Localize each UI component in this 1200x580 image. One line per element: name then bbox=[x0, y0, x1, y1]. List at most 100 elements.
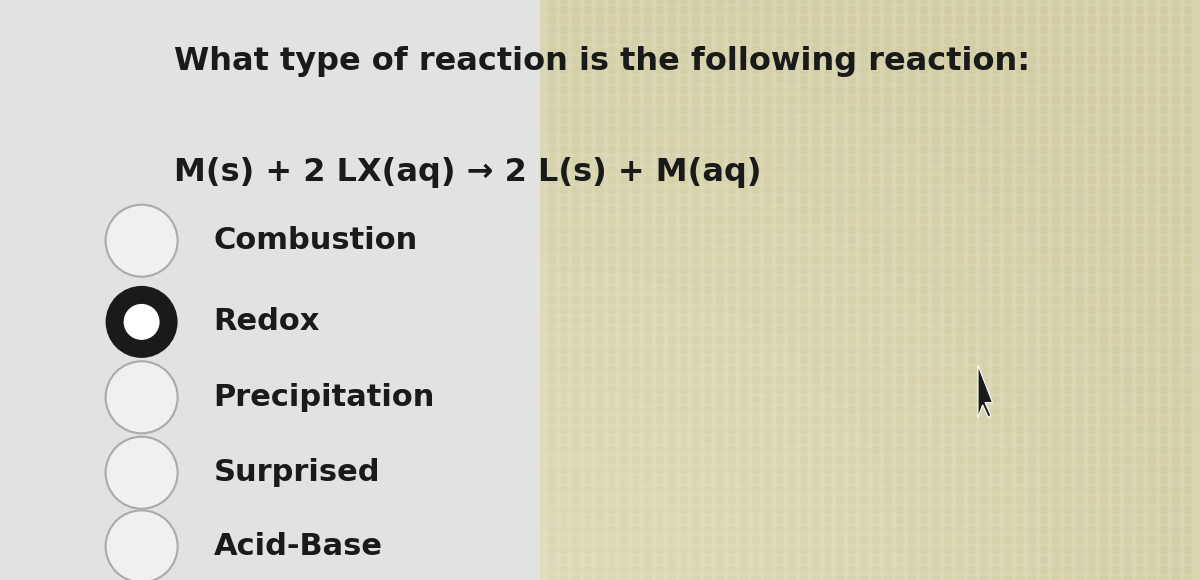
Ellipse shape bbox=[667, 195, 677, 205]
Ellipse shape bbox=[871, 235, 881, 245]
Ellipse shape bbox=[655, 485, 665, 495]
Ellipse shape bbox=[547, 205, 557, 215]
Ellipse shape bbox=[631, 425, 641, 435]
Ellipse shape bbox=[991, 525, 1001, 535]
Ellipse shape bbox=[931, 445, 941, 455]
Ellipse shape bbox=[943, 0, 953, 5]
Ellipse shape bbox=[727, 405, 737, 415]
Ellipse shape bbox=[1003, 175, 1013, 185]
Ellipse shape bbox=[1039, 0, 1049, 5]
Ellipse shape bbox=[859, 455, 869, 465]
Ellipse shape bbox=[871, 305, 881, 315]
Ellipse shape bbox=[655, 325, 665, 335]
Ellipse shape bbox=[763, 245, 773, 255]
Ellipse shape bbox=[787, 405, 797, 415]
Ellipse shape bbox=[679, 465, 689, 475]
Ellipse shape bbox=[1123, 275, 1133, 285]
Ellipse shape bbox=[571, 75, 581, 85]
Ellipse shape bbox=[691, 275, 701, 285]
Ellipse shape bbox=[655, 455, 665, 465]
Ellipse shape bbox=[1171, 95, 1181, 105]
Ellipse shape bbox=[763, 475, 773, 485]
Ellipse shape bbox=[1099, 335, 1109, 345]
Ellipse shape bbox=[715, 415, 725, 425]
Ellipse shape bbox=[1015, 285, 1025, 295]
Ellipse shape bbox=[907, 145, 917, 155]
Ellipse shape bbox=[1087, 75, 1097, 85]
Ellipse shape bbox=[955, 0, 965, 5]
Ellipse shape bbox=[643, 405, 653, 415]
Ellipse shape bbox=[703, 345, 713, 355]
Ellipse shape bbox=[931, 35, 941, 45]
Ellipse shape bbox=[1183, 235, 1193, 245]
Ellipse shape bbox=[931, 5, 941, 15]
Ellipse shape bbox=[643, 415, 653, 425]
Ellipse shape bbox=[667, 365, 677, 375]
Ellipse shape bbox=[727, 575, 737, 580]
Ellipse shape bbox=[919, 195, 929, 205]
Ellipse shape bbox=[1135, 425, 1145, 435]
Ellipse shape bbox=[979, 365, 989, 375]
Ellipse shape bbox=[1027, 255, 1037, 265]
Ellipse shape bbox=[1087, 525, 1097, 535]
Ellipse shape bbox=[943, 115, 953, 125]
Ellipse shape bbox=[1015, 125, 1025, 135]
Ellipse shape bbox=[1171, 395, 1181, 405]
Ellipse shape bbox=[787, 135, 797, 145]
Ellipse shape bbox=[787, 25, 797, 35]
Ellipse shape bbox=[547, 575, 557, 580]
Ellipse shape bbox=[751, 95, 761, 105]
Ellipse shape bbox=[1087, 45, 1097, 55]
Ellipse shape bbox=[703, 555, 713, 565]
Ellipse shape bbox=[1099, 115, 1109, 125]
Ellipse shape bbox=[703, 315, 713, 325]
Ellipse shape bbox=[859, 495, 869, 505]
Ellipse shape bbox=[1075, 35, 1085, 45]
Ellipse shape bbox=[811, 245, 821, 255]
Ellipse shape bbox=[559, 185, 569, 195]
Ellipse shape bbox=[559, 95, 569, 105]
Ellipse shape bbox=[907, 125, 917, 135]
Ellipse shape bbox=[1063, 185, 1073, 195]
Ellipse shape bbox=[1123, 95, 1133, 105]
Ellipse shape bbox=[1111, 45, 1121, 55]
Ellipse shape bbox=[607, 455, 617, 465]
Ellipse shape bbox=[1111, 505, 1121, 515]
Ellipse shape bbox=[691, 405, 701, 415]
Ellipse shape bbox=[763, 335, 773, 345]
Ellipse shape bbox=[559, 135, 569, 145]
Ellipse shape bbox=[1147, 325, 1157, 335]
Ellipse shape bbox=[991, 105, 1001, 115]
Ellipse shape bbox=[1027, 245, 1037, 255]
Ellipse shape bbox=[1039, 355, 1049, 365]
Ellipse shape bbox=[559, 165, 569, 175]
Ellipse shape bbox=[895, 95, 905, 105]
Ellipse shape bbox=[655, 185, 665, 195]
Ellipse shape bbox=[679, 55, 689, 65]
Ellipse shape bbox=[559, 35, 569, 45]
Ellipse shape bbox=[1075, 405, 1085, 415]
Ellipse shape bbox=[907, 25, 917, 35]
Ellipse shape bbox=[907, 375, 917, 385]
Ellipse shape bbox=[931, 465, 941, 475]
Ellipse shape bbox=[583, 365, 593, 375]
Ellipse shape bbox=[1087, 445, 1097, 455]
Ellipse shape bbox=[1015, 115, 1025, 125]
Ellipse shape bbox=[703, 195, 713, 205]
Ellipse shape bbox=[1075, 315, 1085, 325]
Ellipse shape bbox=[571, 25, 581, 35]
Ellipse shape bbox=[715, 295, 725, 305]
Ellipse shape bbox=[667, 0, 677, 5]
Ellipse shape bbox=[943, 565, 953, 575]
Ellipse shape bbox=[847, 345, 857, 355]
Ellipse shape bbox=[895, 265, 905, 275]
Ellipse shape bbox=[1183, 55, 1193, 65]
Ellipse shape bbox=[1051, 215, 1061, 225]
Ellipse shape bbox=[1027, 515, 1037, 525]
Ellipse shape bbox=[715, 385, 725, 395]
Ellipse shape bbox=[955, 335, 965, 345]
Ellipse shape bbox=[943, 315, 953, 325]
Ellipse shape bbox=[895, 15, 905, 25]
Ellipse shape bbox=[631, 455, 641, 465]
Ellipse shape bbox=[943, 345, 953, 355]
